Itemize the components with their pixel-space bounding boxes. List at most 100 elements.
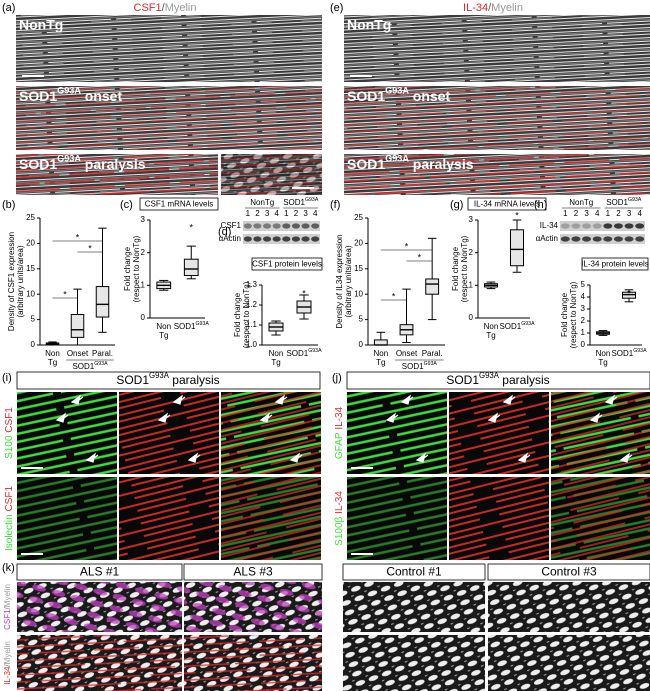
y-tick-label: 3 (469, 215, 474, 224)
panel-letter: (g) (450, 199, 463, 211)
box (373, 339, 388, 346)
micrograph (17, 635, 182, 691)
chart-title: IL-34 mRNA levels (474, 200, 540, 209)
x-tick-label: Non (269, 349, 284, 358)
label-part: S100 (4, 435, 15, 459)
label-part: / (488, 2, 492, 14)
lane-label: 3 (303, 209, 308, 218)
panel-letter: (e) (330, 2, 343, 14)
box (70, 314, 85, 338)
label-part: / (334, 429, 345, 432)
chart-title: CSF1 mRNA levels (145, 200, 213, 209)
blot-band (624, 236, 634, 242)
blot-row-label: αActin (536, 234, 558, 243)
x-tick-label: Non (373, 349, 388, 358)
micrograph (449, 477, 549, 560)
panel-letter: (c) (120, 199, 133, 211)
arrow (55, 412, 69, 423)
micrograph (347, 392, 447, 474)
arrow (517, 452, 531, 463)
title-box (467, 197, 547, 211)
y-tick-label: 5 (31, 315, 36, 324)
label-text: SOD1 (72, 362, 94, 371)
y-tick-label: 20 (354, 239, 363, 248)
micrograph (16, 86, 322, 150)
label-part: / (3, 606, 12, 609)
micrograph (119, 392, 219, 474)
column-header: Control #1 (386, 565, 442, 579)
blot-band (635, 223, 645, 229)
significance: * (76, 232, 80, 242)
side-label: S100/CSF1 (4, 407, 15, 459)
blot-band (592, 223, 602, 229)
y-tick-label: 1 (469, 280, 474, 289)
label-part: IL-34 (334, 491, 345, 514)
micrograph (488, 582, 650, 632)
y-tick-label: 10 (26, 289, 35, 298)
label-sup: G93A (633, 348, 647, 354)
header-box (346, 371, 650, 390)
micrograph (551, 477, 650, 560)
micrograph (344, 15, 650, 82)
micrograph (17, 477, 117, 560)
arrow (187, 452, 201, 463)
x-tick-label: SOD1G93A (174, 321, 210, 331)
micrograph (221, 477, 321, 560)
y-axis-label: Fold change (123, 246, 132, 291)
blot-band (635, 236, 645, 242)
label-text: SOD1 (611, 349, 633, 358)
row-label: NonTg (347, 17, 391, 33)
blot-band (624, 223, 634, 229)
lane-label: 3 (265, 209, 270, 218)
y-tick-label: 25 (26, 213, 35, 222)
y-axis-label: Fold change (451, 246, 460, 291)
label-part: / (3, 664, 12, 667)
blot-row-label: IL-34 (540, 221, 559, 230)
header-box (16, 371, 321, 390)
x-tick-label: Tg (376, 358, 385, 367)
micrograph (221, 392, 321, 474)
label-after: onset (81, 88, 123, 104)
blot-band (613, 236, 623, 242)
lane-label: 4 (274, 209, 279, 218)
lane-label: 4 (637, 209, 642, 218)
label-part: IL-34 (334, 406, 345, 429)
label-sup: G93A (521, 321, 535, 327)
y-tick-label: 1.3 (246, 280, 258, 289)
lane-label: 3 (627, 209, 632, 218)
side-label: GFAP/IL-34 (334, 406, 345, 459)
y-axis-label: Fold change (560, 292, 569, 337)
panel-title: IL-34/Myelin (463, 2, 523, 14)
blot-band (311, 223, 320, 229)
header-box (183, 563, 323, 581)
column-header: ALS #1 (80, 565, 120, 579)
arrow (289, 452, 303, 463)
label-sup: G93A (57, 86, 81, 96)
y-tick-label: 20 (26, 239, 35, 248)
micrograph (488, 635, 650, 691)
label-part: IL-34 (463, 2, 488, 14)
micrograph (17, 582, 182, 632)
y-tick-label: 3 (581, 304, 586, 313)
micrograph (16, 15, 322, 82)
label-text: SOD1 (402, 362, 424, 371)
y-tick-label: 3 (141, 215, 146, 224)
y-tick-label: 2 (141, 248, 146, 257)
lane-label: 2 (255, 209, 260, 218)
y-tick-label: 0 (141, 313, 146, 322)
x-tick-label: Onset (67, 349, 89, 358)
micrograph (449, 392, 549, 474)
arrow (70, 394, 84, 405)
x-tick-label: Non (45, 349, 60, 358)
blot-band (301, 236, 310, 242)
blot-band (243, 223, 252, 229)
blot-band (603, 223, 613, 229)
label-after: paralysis (169, 373, 220, 387)
y-tick-label: 5 (581, 280, 586, 289)
micrograph (347, 477, 447, 560)
label-part: Myelin (3, 584, 12, 607)
blot-band (263, 223, 272, 229)
label-part: / (4, 432, 15, 435)
lane-label: 3 (584, 209, 589, 218)
arrow (400, 394, 414, 405)
